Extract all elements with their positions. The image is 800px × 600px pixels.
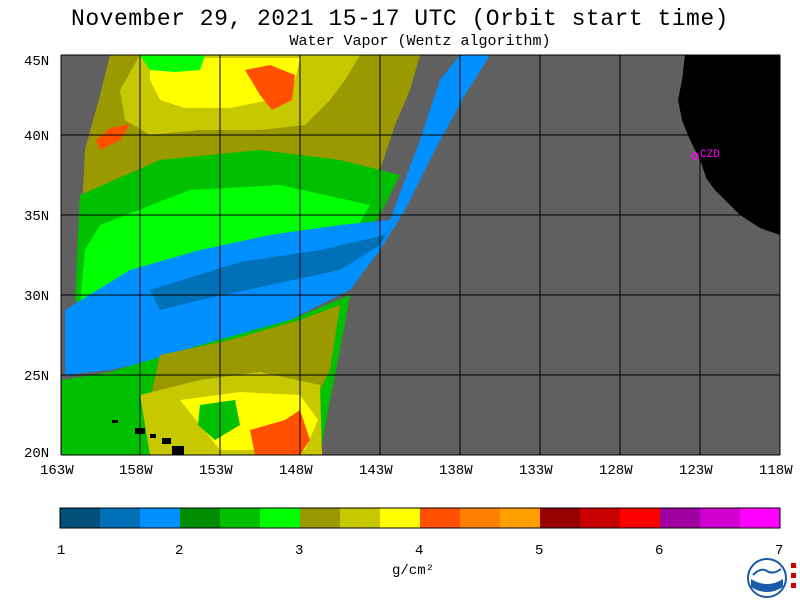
colorbar-tick-4: 4	[415, 543, 424, 559]
lon-label-138w: 138W	[439, 463, 473, 479]
colorbar-tick-2: 2	[175, 543, 184, 559]
station-marker-czd	[691, 152, 699, 160]
station-label-czd: CZD	[700, 149, 720, 161]
colorbar-segment	[260, 508, 300, 528]
colorbar-segment	[740, 508, 780, 528]
lat-label-25n: 25N	[24, 369, 49, 385]
colorbar-frame	[59, 507, 781, 529]
lon-label-128w: 128W	[599, 463, 633, 479]
colorbar-segment	[140, 508, 180, 528]
colorbar-segment	[500, 508, 540, 528]
map-subtitle: Water Vapor (Wentz algorithm)	[289, 33, 551, 50]
swath-dark-blue	[150, 210, 400, 310]
colorbar-segment	[460, 508, 500, 528]
colorbar-tick-1: 1	[57, 543, 66, 559]
swath-orange-north	[245, 65, 295, 110]
lon-label-163w: 163W	[40, 463, 74, 479]
lat-label-40n: 40N	[24, 129, 49, 145]
colorbar	[60, 508, 780, 528]
lat-label-20n: 20N	[24, 446, 49, 462]
colorbar-tick-6: 6	[655, 543, 664, 559]
swath-orange-nw	[96, 124, 130, 150]
colorbar-segment	[700, 508, 740, 528]
lat-label-35n: 35N	[24, 209, 49, 225]
colorbar-segment	[580, 508, 620, 528]
lon-label-158w: 158W	[119, 463, 153, 479]
lon-label-143w: 143W	[359, 463, 393, 479]
map-title: November 29, 2021 15-17 UTC (Orbit start…	[71, 6, 729, 32]
colorbar-units: g/cm²	[392, 563, 435, 579]
colorbar-segment	[220, 508, 260, 528]
lat-label-30n: 30N	[24, 289, 49, 305]
swath-green-eddy	[198, 400, 240, 440]
swath-green-top	[140, 55, 205, 72]
lon-label-133w: 133W	[519, 463, 553, 479]
colorbar-segment	[620, 508, 660, 528]
lon-label-118w: 118W	[759, 463, 793, 479]
colorbar-segment	[300, 508, 340, 528]
noaa-logo-icon	[747, 558, 796, 598]
colorbar-tick-3: 3	[295, 543, 304, 559]
colorbar-segment	[660, 508, 700, 528]
colorbar-tick-5: 5	[535, 543, 544, 559]
lon-label-148w: 148W	[279, 463, 313, 479]
colorbar-segment	[420, 508, 460, 528]
colorbar-segment	[340, 508, 380, 528]
land-california	[678, 55, 780, 235]
colorbar-segment	[540, 508, 580, 528]
lat-label-45n: 45N	[24, 54, 49, 70]
colorbar-segment	[100, 508, 140, 528]
lon-label-153w: 153W	[199, 463, 233, 479]
colorbar-segment	[180, 508, 220, 528]
swath-orange-south	[250, 410, 310, 455]
lon-label-123w: 123W	[679, 463, 713, 479]
colorbar-tick-7: 7	[775, 543, 784, 559]
colorbar-segment	[380, 508, 420, 528]
colorbar-segment	[60, 508, 100, 528]
grid-lines	[60, 54, 781, 456]
